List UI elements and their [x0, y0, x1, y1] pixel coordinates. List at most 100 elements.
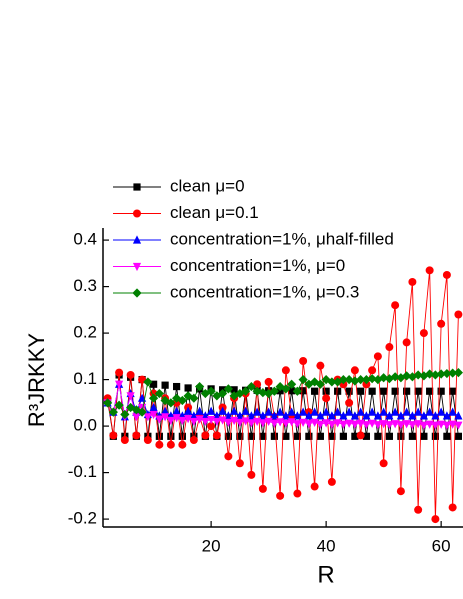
marker [379, 420, 388, 429]
marker [431, 421, 440, 430]
marker [292, 386, 302, 396]
marker [155, 415, 164, 424]
marker [431, 515, 440, 524]
marker [218, 416, 227, 425]
marker [408, 421, 417, 430]
marker [334, 387, 342, 395]
marker [259, 432, 267, 440]
marker [396, 373, 406, 383]
marker [126, 370, 135, 379]
marker [212, 411, 221, 420]
marker [230, 406, 239, 415]
marker [109, 431, 118, 440]
marker [173, 382, 181, 391]
marker [183, 391, 193, 401]
legend-label: clean μ=0.1 [170, 203, 259, 222]
marker [425, 420, 434, 429]
marker [396, 411, 405, 420]
marker [385, 411, 394, 420]
marker [304, 420, 313, 429]
marker [247, 470, 256, 479]
y-tick-label: 0.0 [73, 416, 97, 435]
marker [339, 411, 348, 420]
marker [155, 432, 163, 440]
marker [391, 420, 400, 429]
marker [368, 366, 377, 375]
marker [206, 386, 216, 396]
marker [425, 266, 434, 275]
x-tick-label: 60 [432, 536, 451, 555]
marker [115, 368, 124, 377]
marker [442, 270, 451, 279]
marker [276, 491, 285, 500]
marker [454, 432, 462, 440]
marker [276, 407, 285, 416]
y-tick-label: 0.4 [73, 230, 97, 249]
marker [373, 421, 382, 430]
marker [436, 369, 446, 379]
marker [184, 415, 193, 424]
marker [443, 432, 451, 440]
marker [362, 411, 371, 420]
marker [414, 407, 423, 416]
marker [316, 420, 325, 429]
marker [425, 369, 435, 379]
marker [356, 431, 365, 440]
marker [143, 436, 152, 445]
marker [339, 420, 348, 429]
marker [305, 432, 313, 440]
marker [430, 370, 440, 380]
marker [270, 432, 278, 440]
marker [207, 406, 216, 415]
y-tick-label: -0.1 [68, 462, 97, 481]
marker [385, 432, 393, 440]
marker [143, 413, 152, 422]
marker [195, 406, 204, 415]
marker [275, 381, 285, 392]
marker [379, 407, 388, 416]
marker [449, 387, 457, 395]
marker [132, 235, 142, 244]
marker [327, 477, 336, 486]
marker [230, 386, 238, 394]
marker [431, 411, 440, 420]
marker [207, 422, 216, 431]
marker [235, 418, 244, 427]
marker [396, 487, 405, 496]
marker [425, 407, 434, 416]
marker [385, 421, 394, 430]
marker [241, 406, 250, 415]
marker [299, 407, 308, 416]
marker [442, 368, 452, 379]
marker [299, 356, 308, 365]
marker [218, 406, 227, 415]
marker [281, 384, 291, 394]
marker [270, 419, 279, 428]
marker [149, 393, 159, 403]
marker [448, 420, 457, 429]
marker [108, 407, 118, 417]
marker [218, 388, 228, 399]
marker [184, 406, 193, 415]
legend-label: concentration=1%, μhalf-filled [170, 229, 394, 248]
marker [448, 407, 457, 416]
marker [143, 377, 153, 387]
marker [373, 411, 382, 420]
marker [293, 411, 302, 420]
marker [391, 407, 400, 416]
marker [374, 432, 382, 440]
marker [367, 374, 377, 384]
marker [442, 421, 451, 430]
marker [166, 440, 175, 449]
marker [408, 277, 417, 286]
x-tick-label: 20 [202, 536, 221, 555]
marker [132, 413, 141, 422]
marker [419, 329, 428, 338]
marker [149, 402, 158, 412]
marker [253, 407, 262, 416]
marker [298, 374, 308, 385]
marker [189, 417, 198, 427]
marker [361, 374, 371, 385]
marker [437, 387, 445, 395]
marker [293, 420, 302, 429]
